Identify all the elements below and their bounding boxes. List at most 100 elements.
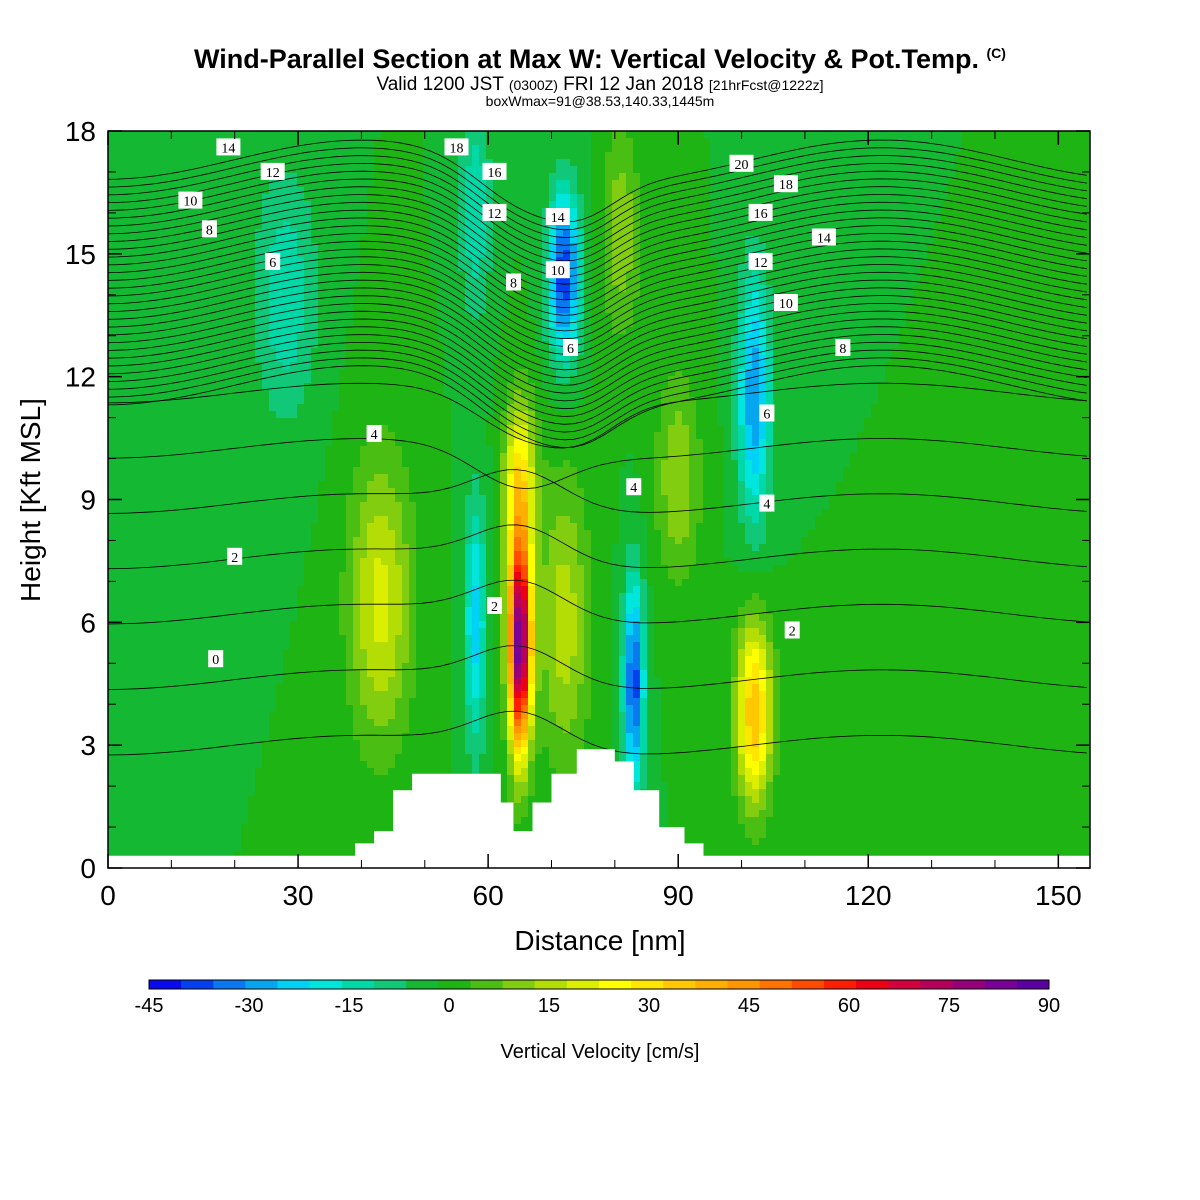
heatmap-cell bbox=[542, 236, 550, 244]
heatmap-cell bbox=[395, 131, 403, 139]
heatmap-cell bbox=[1025, 355, 1033, 363]
heatmap-cell bbox=[248, 376, 256, 384]
heatmap-cell bbox=[724, 215, 732, 223]
heatmap-cell bbox=[514, 257, 522, 265]
heatmap-cell bbox=[976, 159, 984, 167]
heatmap-cell bbox=[388, 341, 396, 349]
heatmap-cell bbox=[297, 278, 305, 286]
heatmap-cell bbox=[913, 299, 921, 307]
heatmap-cell bbox=[850, 320, 858, 328]
heatmap-cell bbox=[1004, 271, 1012, 279]
heatmap-cell bbox=[325, 243, 333, 251]
heatmap-cell bbox=[696, 327, 704, 335]
heatmap-cell bbox=[374, 138, 382, 146]
heatmap-cell bbox=[325, 271, 333, 279]
heatmap-cell bbox=[185, 278, 193, 286]
heatmap-cell bbox=[864, 145, 872, 153]
heatmap-cell bbox=[927, 159, 935, 167]
heatmap-cell bbox=[1088, 278, 1090, 286]
heatmap-cell bbox=[129, 362, 137, 370]
heatmap-cell bbox=[997, 341, 1005, 349]
heatmap-cell bbox=[465, 313, 473, 321]
heatmap-cell bbox=[703, 355, 711, 363]
heatmap-cell bbox=[906, 131, 914, 139]
heatmap-cell bbox=[458, 376, 466, 384]
heatmap-cell bbox=[1004, 229, 1012, 237]
heatmap-cell bbox=[185, 138, 193, 146]
heatmap-cell bbox=[990, 250, 998, 258]
heatmap-cell bbox=[724, 264, 732, 272]
heatmap-cell bbox=[346, 131, 354, 139]
heatmap-cell bbox=[234, 229, 242, 237]
heatmap-cell bbox=[717, 250, 725, 258]
heatmap-cell bbox=[241, 299, 249, 307]
heatmap-cell bbox=[822, 243, 830, 251]
heatmap-cell bbox=[668, 320, 676, 328]
heatmap-cell bbox=[157, 292, 165, 300]
heatmap-cell bbox=[724, 138, 732, 146]
heatmap-cell bbox=[157, 271, 165, 279]
heatmap-cell bbox=[458, 187, 466, 195]
heatmap-cell bbox=[150, 243, 158, 251]
heatmap-cell bbox=[626, 138, 634, 146]
heatmap-cell bbox=[843, 292, 851, 300]
heatmap-cell bbox=[262, 131, 270, 139]
heatmap-cell bbox=[451, 180, 459, 188]
heatmap-cell bbox=[689, 222, 697, 230]
heatmap-cell bbox=[822, 159, 830, 167]
heatmap-cell bbox=[990, 138, 998, 146]
heatmap-cell bbox=[122, 187, 130, 195]
heatmap-cell bbox=[542, 327, 550, 335]
heatmap-cell bbox=[920, 236, 928, 244]
heatmap-cell bbox=[570, 250, 578, 258]
heatmap-cell bbox=[1018, 131, 1026, 139]
heatmap-cell bbox=[556, 306, 564, 314]
heatmap-cell bbox=[731, 257, 739, 265]
heatmap-cell bbox=[766, 243, 774, 251]
heatmap-cell bbox=[129, 320, 137, 328]
heatmap-cell bbox=[584, 271, 592, 279]
heatmap-cell bbox=[878, 271, 886, 279]
heatmap-cell bbox=[626, 278, 634, 286]
heatmap-cell bbox=[346, 264, 354, 272]
heatmap-cell bbox=[1067, 222, 1075, 230]
heatmap-cell bbox=[206, 215, 214, 223]
heatmap-cell bbox=[976, 362, 984, 370]
heatmap-cell bbox=[283, 131, 291, 139]
heatmap-cell bbox=[521, 194, 529, 202]
heatmap-cell bbox=[283, 138, 291, 146]
heatmap-cell bbox=[794, 152, 802, 160]
heatmap-cell bbox=[199, 215, 207, 223]
heatmap-cell bbox=[451, 243, 459, 251]
heatmap-cell bbox=[374, 250, 382, 258]
heatmap-cell bbox=[703, 313, 711, 321]
heatmap-cell bbox=[507, 166, 515, 174]
heatmap-cell bbox=[1039, 278, 1047, 286]
heatmap-cell bbox=[311, 180, 319, 188]
heatmap-cell bbox=[248, 355, 256, 363]
heatmap-cell bbox=[402, 222, 410, 230]
heatmap-cell bbox=[108, 341, 116, 349]
heatmap-cell bbox=[451, 194, 459, 202]
heatmap-cell bbox=[192, 376, 200, 384]
heatmap-cell bbox=[738, 187, 746, 195]
heatmap-cell bbox=[864, 243, 872, 251]
heatmap-cell bbox=[346, 271, 354, 279]
heatmap-cell bbox=[241, 257, 249, 265]
heatmap-cell bbox=[304, 236, 312, 244]
heatmap-cell bbox=[738, 299, 746, 307]
heatmap-cell bbox=[521, 236, 529, 244]
heatmap-cell bbox=[290, 173, 298, 181]
heatmap-cell bbox=[710, 131, 718, 139]
heatmap-cell bbox=[262, 243, 270, 251]
heatmap-cell bbox=[773, 215, 781, 223]
heatmap-cell bbox=[598, 201, 606, 209]
heatmap-cell bbox=[682, 138, 690, 146]
heatmap-cell bbox=[115, 187, 123, 195]
heatmap-cell bbox=[500, 313, 508, 321]
heatmap-cell bbox=[577, 320, 585, 328]
heatmap-cell bbox=[1046, 369, 1054, 377]
heatmap-cell bbox=[458, 229, 466, 237]
heatmap-cell bbox=[150, 159, 158, 167]
heatmap-cell bbox=[577, 194, 585, 202]
